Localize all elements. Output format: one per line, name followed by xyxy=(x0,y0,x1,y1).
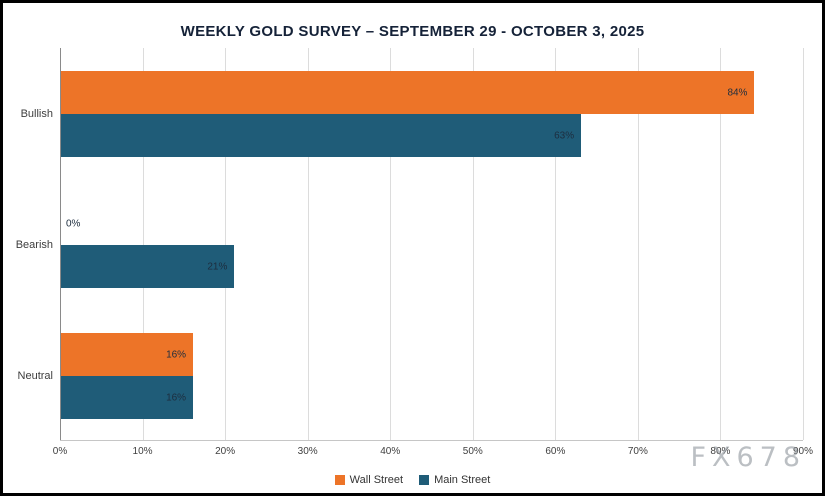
bar-main-street-bullish: 63% xyxy=(61,114,582,157)
legend-swatch-wall-street xyxy=(334,475,345,485)
bar-value-label: 16% xyxy=(166,349,187,360)
x-tick-label: 0% xyxy=(52,446,68,457)
bar-main-street-neutral: 16% xyxy=(61,376,194,419)
legend-item-main-street: Main Street xyxy=(419,474,490,486)
bar-value-label: 84% xyxy=(727,87,748,98)
x-tick-label: 30% xyxy=(297,446,318,457)
x-tick-label: 50% xyxy=(462,446,483,457)
gridline xyxy=(307,48,309,440)
bar-value-label: 0% xyxy=(66,218,81,229)
x-tick-label: 10% xyxy=(132,446,153,457)
category-label-bearish: Bearish xyxy=(15,239,53,251)
gridline xyxy=(555,48,557,440)
gridline xyxy=(472,48,474,440)
category-label-neutral: Neutral xyxy=(17,370,53,382)
plot-area: 84% 63% 0% 21% 16% 16% xyxy=(60,48,804,441)
legend-item-wall-street: Wall Street xyxy=(334,474,404,486)
x-tick-label: 40% xyxy=(380,446,401,457)
bar-value-label: 16% xyxy=(166,392,187,403)
bar-wall-street-neutral: 16% xyxy=(61,333,194,376)
x-axis: 0% 10% 20% 30% 40% 50% 60% 70% 80% 90% xyxy=(53,446,813,460)
gridline xyxy=(225,48,227,440)
gridline xyxy=(637,48,639,440)
legend: Wall Street Main Street xyxy=(3,474,822,486)
bar-wall-street-bullish: 84% xyxy=(61,71,755,114)
gridline xyxy=(390,48,392,440)
gridline xyxy=(720,48,722,440)
chart-title: WEEKLY GOLD SURVEY – SEPTEMBER 29 - OCTO… xyxy=(180,23,645,40)
bar-value-label: 21% xyxy=(207,261,228,272)
watermark: FX678 xyxy=(690,442,806,473)
category-labels: Bullish Bearish Neutral xyxy=(9,48,53,440)
gridline xyxy=(803,48,804,440)
x-tick-label: 70% xyxy=(627,446,648,457)
gridline xyxy=(142,48,144,440)
x-tick-label: 90% xyxy=(792,446,814,457)
category-label-bullish: Bullish xyxy=(20,108,53,120)
legend-swatch-main-street xyxy=(419,475,430,485)
bar-value-label: 63% xyxy=(554,130,575,141)
legend-label-wall-street: Wall Street xyxy=(349,474,404,486)
y-axis-line xyxy=(60,48,61,440)
x-tick-label: 80% xyxy=(710,446,731,457)
x-tick-label: 60% xyxy=(545,446,566,457)
legend-label-main-street: Main Street xyxy=(434,474,491,486)
x-tick-label: 20% xyxy=(215,446,236,457)
bar-main-street-bearish: 21% xyxy=(61,245,235,288)
